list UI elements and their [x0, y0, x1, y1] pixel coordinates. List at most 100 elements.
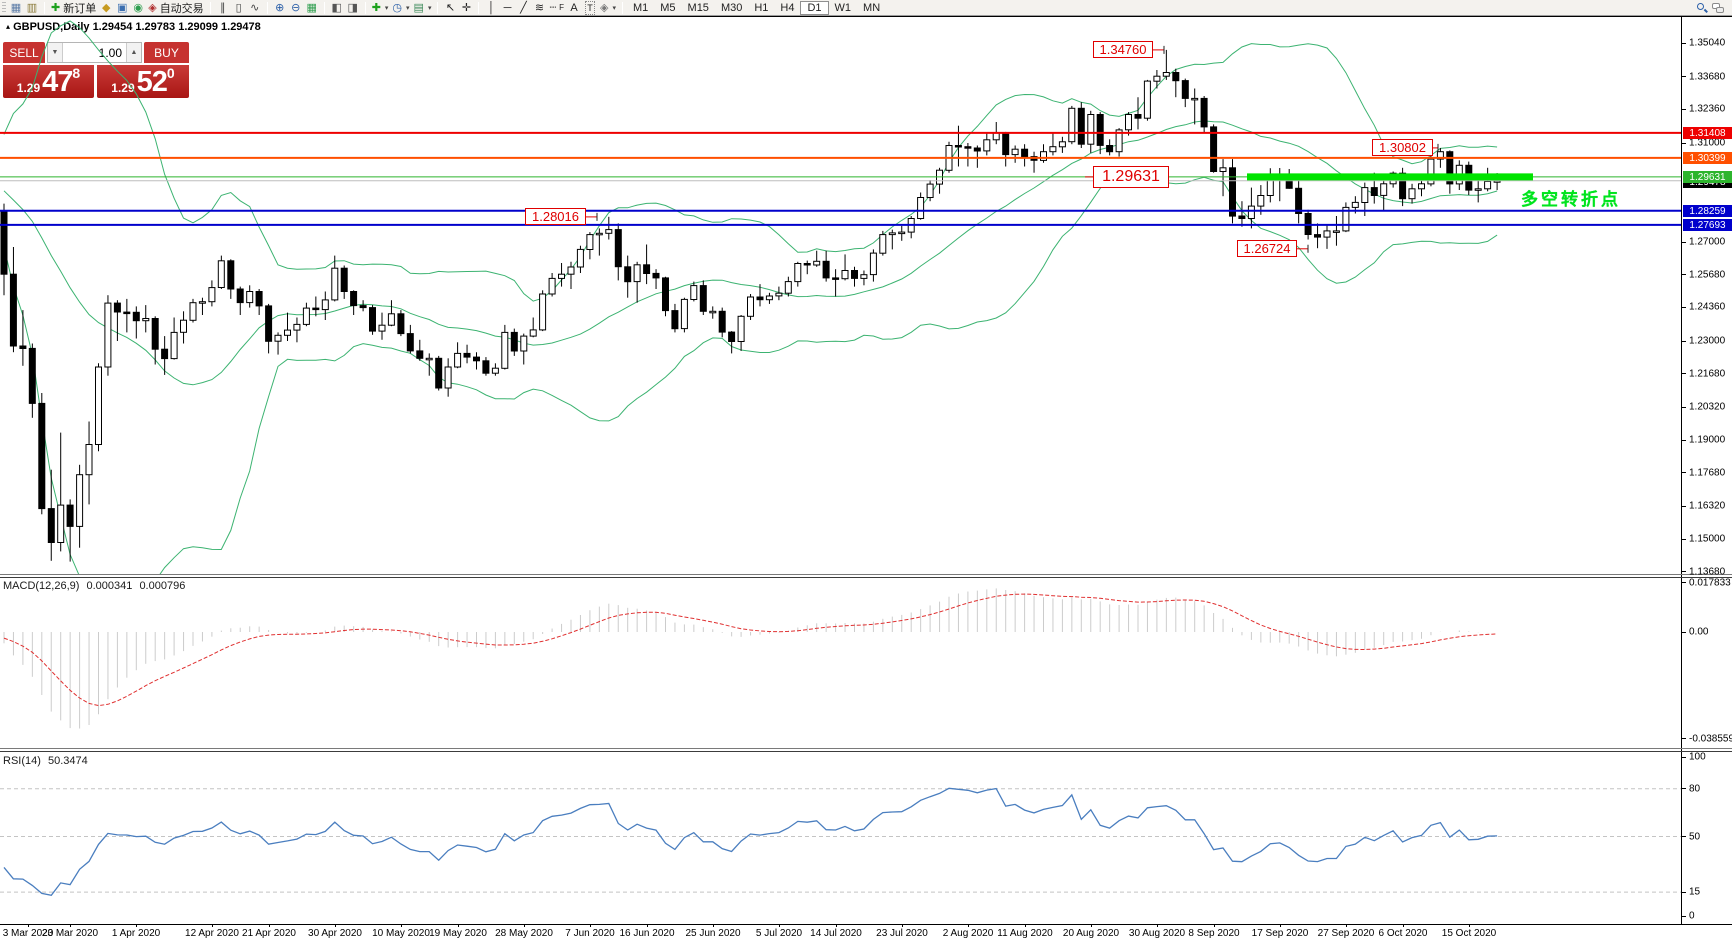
vertical-line-tool-button[interactable]: │	[483, 1, 499, 15]
timeframe-m15[interactable]: M15	[687, 1, 709, 14]
date-label: 30 Aug 2020	[1128, 928, 1186, 939]
arrows-tool-button[interactable]: ◈ ▾	[599, 1, 616, 14]
autotrading-button[interactable]: ◈ 自动交易	[146, 1, 205, 15]
date-axis-border	[0, 924, 1732, 925]
buy-price[interactable]: 1.29 52 0	[97, 65, 189, 98]
candle-body	[1143, 80, 1151, 119]
candle-body	[246, 291, 254, 304]
date-tick	[401, 924, 402, 927]
candle-body	[983, 139, 991, 152]
zoom-in-button[interactable]: ⊕	[272, 1, 288, 15]
volume-decrease-button[interactable]: ▼	[48, 43, 63, 62]
candle-body	[378, 324, 386, 332]
price-tick: 1.21680	[1689, 368, 1726, 380]
zoom-out-button[interactable]: ⊖	[288, 1, 304, 15]
candle-body	[520, 335, 528, 352]
price-annotation[interactable]: 1.29631	[1093, 166, 1169, 188]
profiles-button[interactable]: ▥	[24, 1, 40, 15]
price-annotation[interactable]: 1.28016	[525, 208, 586, 225]
trendline-tool-button[interactable]: ╱	[515, 1, 531, 15]
price-annotation[interactable]: 1.30802	[1372, 139, 1433, 156]
candle-body	[217, 260, 225, 288]
price-tick: 1.32360	[1689, 103, 1726, 115]
date-tick	[836, 924, 837, 927]
candle-body	[473, 356, 480, 362]
bollinger-lower-band[interactable]	[3, 169, 1498, 595]
candle-body	[926, 183, 934, 199]
macd-separator[interactable]	[0, 574, 1732, 575]
channel-tool-button[interactable]: ≋	[531, 1, 547, 15]
candle-body	[652, 272, 660, 279]
candle-body	[1191, 97, 1199, 101]
sell-button[interactable]: SELL	[3, 42, 45, 63]
arrange-windows-button[interactable]: ◨	[345, 1, 361, 15]
timeframe-m1[interactable]: M1	[632, 1, 649, 14]
fibonacci-tool-button[interactable]: ┈ F	[549, 1, 564, 14]
candle-body	[775, 292, 783, 297]
new-order-button[interactable]: ✚ 新订单	[49, 1, 98, 15]
volume-increase-button[interactable]: ▲	[126, 43, 141, 62]
crosshair-tool-button[interactable]: ✛	[458, 1, 474, 15]
tile-windows-button[interactable]: ▦	[304, 1, 320, 15]
candlestick-chart-button[interactable]: ▯	[231, 1, 247, 15]
timeframe-d1[interactable]: D1	[800, 0, 829, 15]
chart-collapse-arrow[interactable]: ▴	[6, 22, 11, 31]
templates-button[interactable]: ▤ ▾	[413, 1, 432, 14]
candle-body	[491, 367, 499, 374]
price-tick: 1.23000	[1689, 335, 1726, 347]
price-tick: 1.20320	[1689, 401, 1726, 413]
timeframe-m5[interactable]: M5	[660, 1, 676, 14]
macd-label: MACD(12,26,9) 0.000341 0.000796	[3, 580, 186, 592]
line-chart-button[interactable]: ∿	[247, 1, 263, 15]
candle-body	[180, 319, 187, 333]
candle-body	[113, 302, 121, 313]
chart-title: ▴ GBPUSD,Daily 1.29454 1.29783 1.29099 1…	[6, 21, 261, 33]
candle-body	[529, 329, 537, 337]
price-annotation[interactable]: 1.34760	[1093, 41, 1153, 58]
date-label: 27 Sep 2020	[1317, 928, 1375, 939]
buy-button[interactable]: BUY	[144, 42, 189, 63]
candle-body	[255, 291, 263, 307]
cursor-tool-button[interactable]: ↖	[442, 1, 458, 15]
data-window-button[interactable]: ▣	[114, 1, 130, 15]
candle-body	[1153, 75, 1161, 82]
candle-body	[331, 267, 339, 301]
search-icon	[1696, 2, 1708, 14]
timeframe-h4[interactable]: H4	[780, 1, 795, 14]
candle-body	[595, 232, 603, 236]
date-label: 25 Jun 2020	[685, 928, 741, 939]
bar-chart-button[interactable]: ∥	[215, 1, 231, 15]
price-badge: 1.31408	[1683, 127, 1732, 139]
horizontal-line-tool-button[interactable]: ─	[499, 1, 515, 15]
volume-input[interactable]: 1.00	[98, 45, 122, 60]
indicators-button[interactable]: ✚ ▾	[371, 1, 389, 14]
date-label: 23 Jul 2020	[876, 928, 928, 939]
bollinger-upper-band[interactable]	[3, 20, 1498, 302]
timeframe-w1[interactable]: W1	[834, 1, 852, 14]
candle-body	[151, 318, 159, 350]
market-watch-button[interactable]: ◆	[98, 1, 114, 15]
text-tool-button[interactable]: A	[566, 1, 582, 15]
rsi-separator[interactable]	[0, 748, 1732, 749]
price-annotation[interactable]: 1.26724	[1237, 240, 1297, 257]
bull-bear-turning-point-note[interactable]: 多空转折点	[1521, 190, 1621, 209]
search-button[interactable]	[1694, 1, 1710, 15]
timeframe-mn[interactable]: MN	[863, 1, 881, 14]
date-label: 19 May 2020	[429, 928, 487, 939]
text-label-tool-button[interactable]: T	[582, 0, 598, 15]
timeframe-h1[interactable]: H1	[754, 1, 769, 14]
strategy-tester-button[interactable]: ◉	[130, 1, 146, 15]
community-chat-button[interactable]	[1710, 1, 1726, 15]
periods-button[interactable]: ◷ ▾	[392, 1, 410, 14]
candle-body	[1238, 215, 1246, 219]
rsi-axis-label-tick	[1681, 788, 1686, 789]
new-chart-button[interactable]: ▦	[8, 1, 24, 15]
cascade-windows-button[interactable]: ◧	[329, 1, 345, 15]
sell-price[interactable]: 1.29 47 8	[3, 65, 94, 98]
bollinger-middle-band[interactable]	[3, 120, 1498, 386]
price-tick-tick	[1681, 143, 1686, 144]
rsi-panel	[0, 787, 1681, 897]
timeframe-m30[interactable]: M30	[720, 1, 743, 14]
candle-body	[1125, 114, 1132, 131]
